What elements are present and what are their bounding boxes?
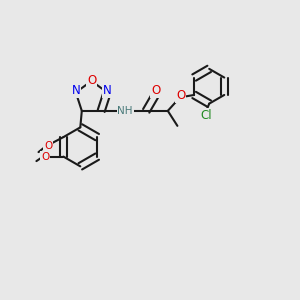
Text: O: O [41,152,50,162]
Text: Cl: Cl [200,109,212,122]
Text: O: O [151,84,160,97]
Text: N: N [71,84,80,98]
Text: O: O [176,89,185,102]
Text: O: O [87,74,96,88]
Text: NH: NH [117,106,133,116]
Text: N: N [103,84,112,98]
Text: O: O [44,141,52,151]
